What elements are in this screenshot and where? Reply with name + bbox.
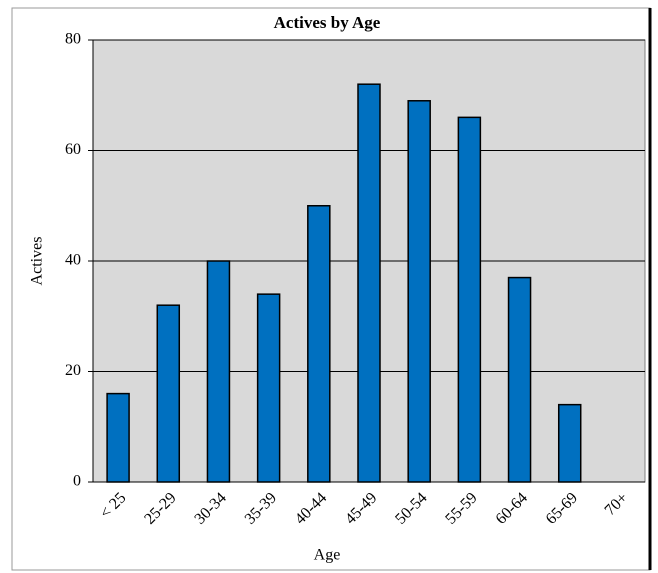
y-tick-label: 40	[65, 252, 81, 269]
y-tick-label: 0	[73, 473, 81, 490]
bar	[106, 392, 130, 483]
bar	[457, 116, 482, 483]
x-axis-label: Age	[314, 547, 341, 564]
y-tick-label: 80	[65, 31, 81, 48]
bar	[256, 293, 281, 483]
bar	[206, 260, 231, 483]
bar	[307, 205, 331, 483]
bar	[407, 100, 431, 483]
y-tick-label: 60	[65, 141, 81, 158]
bar	[156, 304, 181, 483]
y-axis-label: Actives	[29, 237, 46, 286]
bar	[507, 276, 532, 483]
y-tick-label: 20	[65, 362, 81, 379]
bar	[557, 403, 582, 483]
chart-title: Actives by Age	[274, 13, 381, 32]
bar	[357, 83, 381, 483]
